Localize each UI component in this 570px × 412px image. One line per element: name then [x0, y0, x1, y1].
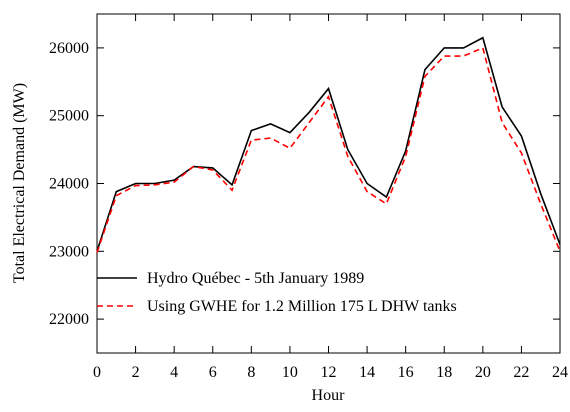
y-tick-label: 22000 — [49, 311, 89, 328]
legend-label: Using GWHE for 1.2 Million 175 L DHW tan… — [147, 298, 457, 315]
y-axis-label: Total Electrical Demand (MW) — [11, 83, 28, 283]
legend-label: Hydro Québec - 5th January 1989 — [147, 270, 364, 287]
x-tick-label: 2 — [132, 364, 140, 381]
y-tick-label: 24000 — [49, 176, 89, 193]
x-tick-label: 10 — [282, 364, 298, 381]
y-tick-label: 23000 — [49, 243, 89, 260]
x-tick-label: 0 — [93, 364, 101, 381]
x-tick-label: 22 — [513, 364, 529, 381]
y-tick-label: 26000 — [49, 40, 89, 57]
x-tick-label: 18 — [436, 364, 452, 381]
x-tick-label: 20 — [475, 364, 491, 381]
x-tick-label: 4 — [170, 364, 178, 381]
y-tick-label: 25000 — [49, 108, 89, 125]
x-tick-label: 24 — [552, 364, 568, 381]
line-series — [96, 46, 561, 253]
x-axis-label: Hour — [312, 387, 346, 404]
x-tick-label: 14 — [359, 364, 375, 381]
x-tick-label: 12 — [321, 364, 337, 381]
x-tick-label: 16 — [398, 364, 414, 381]
x-tick-label: 6 — [209, 364, 217, 381]
line-series — [96, 36, 561, 252]
x-tick-label: 8 — [247, 364, 255, 381]
